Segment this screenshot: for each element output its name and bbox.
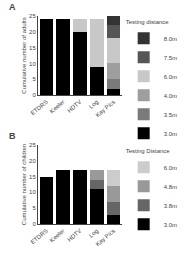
svg-text:4.0m: 4.0m: [164, 93, 177, 99]
svg-text:Cumulative number of children: Cumulative number of children: [21, 144, 27, 225]
svg-text:5: 5: [32, 76, 36, 82]
svg-text:15: 15: [29, 45, 36, 51]
svg-text:3.0m: 3.0m: [164, 131, 177, 137]
svg-text:Kay Pics: Kay Pics: [94, 99, 116, 119]
svg-text:4.8m: 4.8m: [164, 184, 177, 190]
svg-text:15: 15: [29, 174, 36, 180]
svg-text:Keeler: Keeler: [49, 228, 66, 244]
svg-text:Log: Log: [88, 228, 100, 239]
svg-text:HDTV: HDTV: [66, 99, 82, 114]
svg-text:3.0m: 3.0m: [164, 222, 177, 228]
svg-text:3.8m: 3.8m: [164, 203, 177, 209]
svg-text:10: 10: [29, 189, 36, 195]
svg-text:20: 20: [29, 29, 36, 35]
svg-text:Kay Pics: Kay Pics: [94, 228, 116, 248]
svg-text:6.0m: 6.0m: [164, 165, 177, 171]
svg-text:Testing distance: Testing distance: [126, 19, 170, 25]
svg-text:7.5m: 7.5m: [164, 55, 177, 61]
svg-text:0: 0: [32, 92, 36, 98]
svg-text:Log: Log: [88, 99, 100, 110]
svg-text:0: 0: [32, 221, 36, 227]
svg-text:6.0m: 6.0m: [164, 74, 177, 80]
svg-text:8.0m: 8.0m: [164, 36, 177, 42]
svg-text:ETDRS: ETDRS: [30, 228, 49, 246]
svg-text:25: 25: [29, 13, 36, 19]
svg-text:A: A: [9, 2, 16, 12]
svg-text:HDTV: HDTV: [66, 228, 82, 243]
svg-text:20: 20: [29, 158, 36, 164]
svg-text:ETDRS: ETDRS: [30, 99, 49, 117]
svg-text:10: 10: [29, 61, 36, 67]
svg-text:B: B: [9, 131, 16, 141]
svg-text:5: 5: [32, 205, 36, 211]
svg-text:25: 25: [29, 142, 36, 148]
svg-text:Cumulative number of adults: Cumulative number of adults: [21, 17, 27, 93]
svg-text:3.5m: 3.5m: [164, 112, 177, 118]
svg-text:Keeler: Keeler: [49, 99, 66, 115]
svg-text:Testing Distance: Testing Distance: [126, 148, 171, 154]
